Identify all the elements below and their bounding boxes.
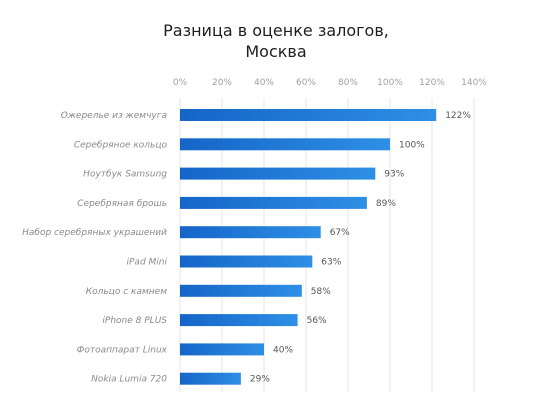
bar-row: iPad Mini 63%: [127, 255, 342, 268]
bar: [180, 314, 298, 327]
x-tick-label: 60%: [296, 78, 316, 88]
category-label: Ноутбук Samsung: [83, 170, 167, 180]
bar-row: iPhone 8 PLUS 56%: [102, 314, 327, 327]
x-tick-label: 140%: [461, 78, 487, 88]
bar: [180, 167, 376, 180]
bar: [180, 226, 321, 239]
x-tick-label: 80%: [338, 78, 358, 88]
data-label: 58%: [311, 287, 331, 297]
x-tick-label: 120%: [419, 78, 445, 88]
category-label: Серебряная брошь: [77, 199, 167, 209]
bar: [180, 109, 437, 121]
x-tick-label: 20%: [212, 78, 232, 88]
data-label: 93%: [384, 170, 404, 180]
x-axis-ticks: 0% 20% 40% 60% 80% 100% 120% 140%: [173, 78, 487, 88]
x-tick-label: 100%: [377, 78, 403, 88]
bar: [180, 372, 241, 385]
category-label: Фотоаппарат Linux: [77, 345, 168, 355]
category-label: iPad Mini: [127, 258, 168, 268]
bar-row: Nokia Lumia 720 29%: [91, 372, 270, 385]
bar-row: Кольцо с камнем 58%: [86, 284, 331, 297]
x-tick-label: 0%: [173, 78, 188, 88]
bar: [180, 343, 264, 356]
bar: [180, 196, 367, 209]
data-label: 29%: [250, 375, 270, 385]
bar-row: Набор серебряных украшений 67%: [22, 226, 350, 239]
bar-row: Серебряная брошь 89%: [77, 196, 396, 209]
x-tick-label: 40%: [254, 78, 274, 88]
bar-row: Ноутбук Samsung 93%: [83, 167, 405, 180]
category-label: Кольцо с камнем: [86, 287, 167, 297]
category-label: Ожерелье из жемчуга: [61, 111, 167, 121]
bar-row: Серебряное кольцо 100%: [74, 138, 425, 151]
data-label: 56%: [307, 316, 327, 326]
data-label: 122%: [445, 111, 471, 121]
data-label: 67%: [330, 228, 350, 238]
category-label: Набор серебряных украшений: [22, 228, 167, 238]
data-label: 40%: [273, 345, 293, 355]
data-label: 63%: [321, 258, 341, 268]
bar-row: Фотоаппарат Linux 40%: [77, 343, 293, 356]
category-label: Серебряное кольцо: [74, 140, 168, 150]
bars: Ожерелье из жемчуга 122% Серебряное кольцо…: [22, 109, 471, 385]
category-label: iPhone 8 PLUS: [102, 316, 167, 326]
bar: [180, 138, 390, 151]
data-label: 100%: [399, 140, 425, 150]
data-label: 89%: [376, 199, 396, 209]
category-label: Nokia Lumia 720: [91, 375, 167, 385]
chart-title: Разница в оценке залогов, Москва: [163, 21, 389, 61]
bar: [180, 255, 313, 268]
bar: [180, 284, 302, 297]
bar-row: Ожерелье из жемчуга 122%: [61, 109, 471, 121]
